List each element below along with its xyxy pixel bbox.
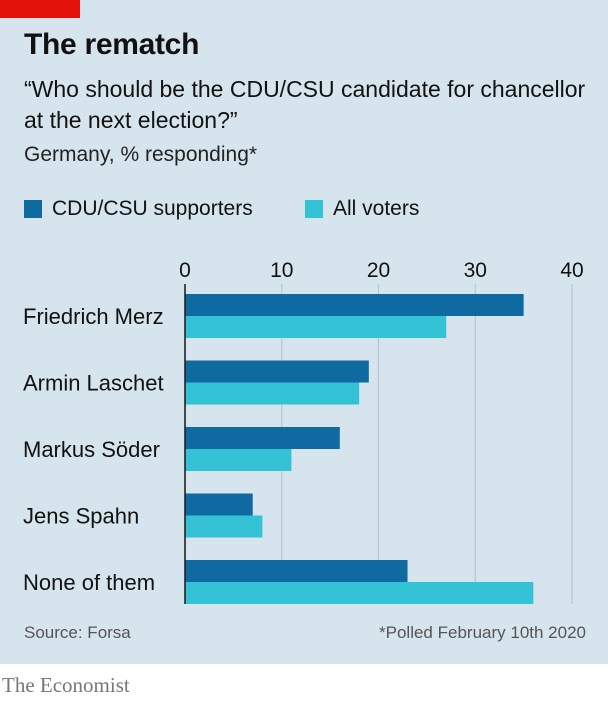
bar-markus-s-der-cdu-csu-supporters <box>185 427 340 449</box>
x-tick-label-30: 30 <box>464 259 487 282</box>
category-label-none-of-them: None of them <box>23 570 155 595</box>
bar-friedrich-merz-all-voters <box>185 316 447 338</box>
source-note: Source: Forsa <box>24 623 131 642</box>
legend-item-cdu-csu-supporters: CDU/CSU supporters <box>24 196 253 222</box>
bar-jens-spahn-all-voters <box>185 515 263 538</box>
footnote: *Polled February 10th 2020 <box>379 623 586 642</box>
legend-label-all-voters: All voters <box>333 197 420 220</box>
x-tick-label-10: 10 <box>270 259 293 282</box>
x-tick-label-40: 40 <box>560 259 583 282</box>
bar-armin-laschet-cdu-csu-supporters <box>185 360 369 383</box>
legend-item-all-voters: All voters <box>305 196 419 222</box>
category-label-jens-spahn: Jens Spahn <box>23 504 139 529</box>
legend-swatch-cdu-csu-supporters <box>24 200 42 218</box>
bar-none-of-them-cdu-csu-supporters <box>185 560 408 582</box>
brand-red-bar <box>0 0 80 18</box>
chart-title: The rematch <box>24 28 200 61</box>
bar-chart: 0 10 20 30 40 Friedrich Merz Armin Laschet Mark… <box>23 259 584 604</box>
economist-logo-text: The Economist <box>2 673 130 697</box>
bar-jens-spahn-cdu-csu-supporters <box>185 493 253 516</box>
legend-swatch-all-voters <box>305 200 323 218</box>
category-label-markus-s-der: Markus Söder <box>23 437 160 462</box>
category-label-friedrich-merz: Friedrich Merz <box>23 304 164 329</box>
x-tick-label-0: 0 <box>179 259 191 282</box>
chart-subtitle: “Who should be the CDU/CSU candidate for… <box>24 76 586 133</box>
bar-friedrich-merz-cdu-csu-supporters <box>185 294 524 316</box>
bar-markus-s-der-all-voters <box>185 449 292 471</box>
legend-label-cdu-csu-supporters: CDU/CSU supporters <box>52 197 253 220</box>
unit-note: Germany, % responding* <box>24 143 258 166</box>
bar-none-of-them-all-voters <box>185 582 534 604</box>
x-tick-label-20: 20 <box>367 259 390 282</box>
bar-armin-laschet-all-voters <box>185 382 360 405</box>
category-label-armin-laschet: Armin Laschet <box>23 371 164 396</box>
